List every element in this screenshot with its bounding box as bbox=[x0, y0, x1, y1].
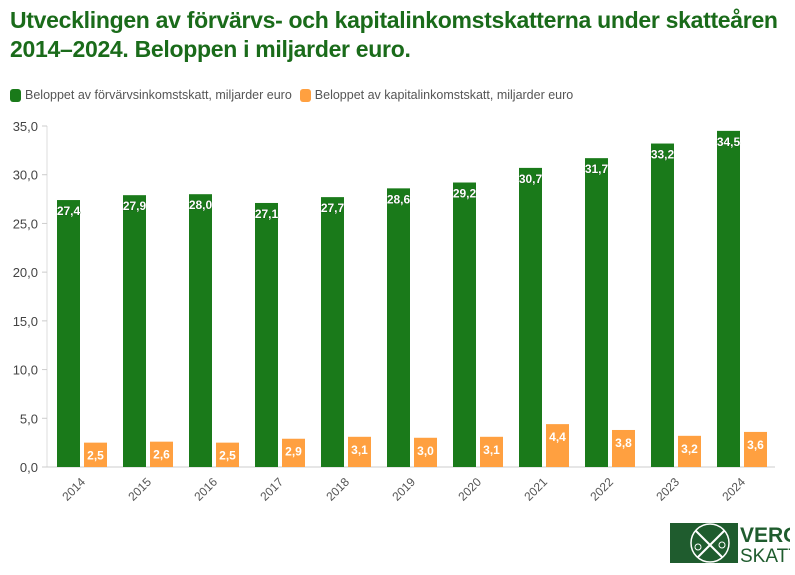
bar-earned-income-2021[interactable] bbox=[519, 167, 542, 467]
data-label: 29,2 bbox=[453, 187, 477, 201]
data-label: 3,1 bbox=[351, 443, 368, 457]
data-label: 27,7 bbox=[321, 201, 345, 215]
bar-earned-income-2014[interactable] bbox=[57, 200, 80, 467]
bar-capital-income-2023[interactable] bbox=[678, 435, 701, 467]
bar-capital-income-2022[interactable] bbox=[612, 429, 635, 467]
x-tick-label: 2020 bbox=[455, 475, 484, 504]
data-label: 31,7 bbox=[585, 162, 609, 176]
bar-earned-income-2024[interactable] bbox=[717, 130, 740, 467]
x-tick-label: 2021 bbox=[521, 475, 550, 504]
y-tick-label: 20,0 bbox=[13, 265, 38, 280]
x-tick-label: 2023 bbox=[653, 475, 682, 504]
data-label: 33,2 bbox=[651, 148, 675, 162]
logo-text-skatt: SKATT bbox=[740, 546, 790, 565]
data-label: 3,6 bbox=[747, 438, 764, 452]
data-label: 27,9 bbox=[123, 199, 147, 213]
data-label: 2,9 bbox=[285, 445, 302, 459]
legend: Beloppet av förvärvsinkomstskatt, miljar… bbox=[10, 88, 573, 102]
x-tick-label: 2017 bbox=[257, 475, 286, 504]
bar-earned-income-2018[interactable] bbox=[321, 197, 344, 467]
bar-earned-income-2020[interactable] bbox=[453, 182, 476, 467]
x-tick-label: 2019 bbox=[389, 475, 418, 504]
vero-skatt-logo: VERO SKATT bbox=[670, 521, 790, 565]
legend-item-capital-income[interactable]: Beloppet av kapitalinkomstskatt, miljard… bbox=[299, 88, 574, 102]
y-tick-label: 30,0 bbox=[13, 168, 38, 183]
data-label: 27,4 bbox=[57, 204, 81, 218]
bar-capital-income-2018[interactable] bbox=[348, 436, 371, 467]
bar-capital-income-2020[interactable] bbox=[480, 436, 503, 467]
data-label: 2,5 bbox=[87, 449, 104, 463]
bar-capital-income-2016[interactable] bbox=[216, 442, 239, 467]
bar-earned-income-2019[interactable] bbox=[387, 188, 410, 467]
bar-capital-income-2019[interactable] bbox=[414, 437, 437, 467]
x-tick-label: 2014 bbox=[59, 475, 88, 504]
y-tick-label: 35,0 bbox=[13, 119, 38, 134]
y-tick-label: 5,0 bbox=[20, 411, 38, 426]
data-label: 28,0 bbox=[189, 198, 213, 212]
bar-capital-income-2021[interactable] bbox=[546, 424, 569, 467]
data-label: 34,5 bbox=[717, 135, 741, 149]
y-tick-label: 10,0 bbox=[13, 363, 38, 378]
bar-capital-income-2015[interactable] bbox=[150, 441, 173, 467]
chart-title: Utvecklingen av förvärvs- och kapitalink… bbox=[10, 7, 778, 62]
legend-label: Beloppet av kapitalinkomstskatt, miljard… bbox=[314, 88, 574, 102]
legend-label: Beloppet av förvärvsinkomstskatt, miljar… bbox=[25, 88, 292, 102]
x-tick-label: 2022 bbox=[587, 475, 616, 504]
bar-earned-income-2023[interactable] bbox=[651, 143, 674, 467]
data-label: 2,5 bbox=[219, 449, 236, 463]
bar-capital-income-2017[interactable] bbox=[282, 438, 305, 467]
data-label: 30,7 bbox=[519, 172, 543, 186]
data-label: 3,1 bbox=[483, 443, 500, 457]
bar-earned-income-2017[interactable] bbox=[255, 202, 278, 467]
data-label: 4,4 bbox=[549, 430, 566, 444]
data-label: 3,0 bbox=[417, 444, 434, 458]
legend-item-earned-income[interactable]: Beloppet av förvärvsinkomstskatt, miljar… bbox=[10, 88, 292, 102]
legend-swatch bbox=[299, 88, 311, 102]
bar-earned-income-2015[interactable] bbox=[123, 195, 146, 467]
legend-swatch bbox=[10, 88, 21, 102]
bar-earned-income-2016[interactable] bbox=[189, 194, 212, 467]
data-label: 3,2 bbox=[681, 442, 698, 456]
x-tick-label: 2024 bbox=[719, 475, 748, 504]
x-tick-label: 2018 bbox=[323, 475, 352, 504]
bar-capital-income-2024[interactable] bbox=[744, 431, 767, 467]
data-label: 2,6 bbox=[153, 448, 170, 462]
x-tick-label: 2015 bbox=[125, 475, 154, 504]
y-tick-label: 0,0 bbox=[20, 460, 38, 475]
bar-earned-income-2022[interactable] bbox=[585, 158, 608, 467]
logo-text-vero: VERO bbox=[740, 524, 790, 547]
y-tick-label: 15,0 bbox=[13, 314, 38, 329]
data-label: 28,6 bbox=[387, 192, 411, 206]
x-tick-label: 2016 bbox=[191, 475, 220, 504]
data-label: 27,1 bbox=[255, 207, 279, 221]
y-tick-label: 25,0 bbox=[13, 216, 38, 231]
logo-emblem-icon: VERO SKATT bbox=[670, 523, 790, 565]
data-label: 3,8 bbox=[615, 436, 632, 450]
bar-capital-income-2014[interactable] bbox=[84, 442, 107, 467]
